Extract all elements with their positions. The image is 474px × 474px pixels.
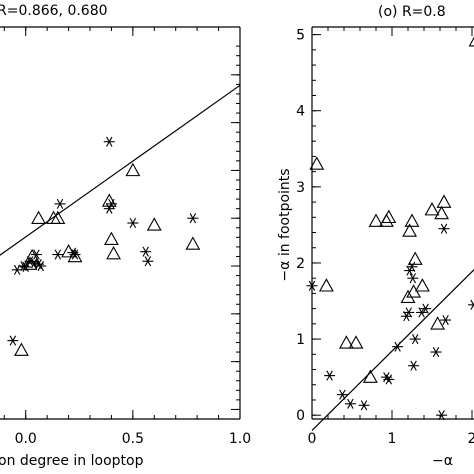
left-fit-line bbox=[0, 84, 241, 256]
right-x-tick-label: 2 bbox=[468, 431, 474, 447]
right-triangle-point-17 bbox=[436, 194, 452, 208]
right-asterisk-point-12 bbox=[407, 273, 419, 284]
right-triangle-point-16 bbox=[434, 205, 450, 220]
left-asterisk-point-11 bbox=[35, 260, 47, 272]
left-triangle-point-14 bbox=[146, 217, 162, 231]
right-x-tick-label: 0 bbox=[308, 431, 317, 447]
right-triangle-point-14 bbox=[424, 202, 440, 216]
right-triangle-point-5 bbox=[368, 213, 384, 227]
right-asterisk-point-11 bbox=[406, 261, 418, 272]
right-asterisk-point-19 bbox=[438, 223, 450, 234]
right-asterisk-point-17 bbox=[430, 346, 442, 358]
right-asterisk-point-4 bbox=[358, 400, 370, 411]
right-asterisk-point-9 bbox=[403, 307, 415, 318]
right-asterisk-point-2 bbox=[336, 389, 348, 400]
right-plot-marks bbox=[306, 36, 474, 421]
left-triangle-point-4 bbox=[24, 248, 40, 263]
right-triangle-point-12 bbox=[407, 251, 423, 265]
right-asterisk-point-13 bbox=[408, 360, 420, 371]
left-asterisk-point-21 bbox=[142, 256, 154, 267]
right-fit-line bbox=[311, 268, 474, 431]
left-x-tick-label: 0.5 bbox=[122, 431, 144, 447]
right-y-tick-label: 4 bbox=[296, 104, 305, 120]
right-triangle-point-1 bbox=[318, 278, 334, 292]
right-triangle-point-10 bbox=[404, 213, 420, 227]
left-triangle-point-9 bbox=[67, 248, 83, 263]
right-asterisk-point-20 bbox=[440, 314, 452, 326]
right-asterisk-point-14 bbox=[409, 334, 421, 345]
left-plot-panel: 0.0 0.5 1.0 R=0.866, 0.680 on degree in lo… bbox=[0, 3, 251, 469]
left-triangle-point-3 bbox=[22, 256, 38, 270]
right-plot-panel: 0 1 2 0 1 2 3 4 5 (o) R=0.8 −α −α in footpoints bbox=[277, 4, 474, 469]
right-triangle-point-13 bbox=[414, 278, 430, 292]
right-y-tick-label: 2 bbox=[296, 256, 305, 272]
right-triangle-point-3 bbox=[348, 335, 364, 349]
right-triangle-point-15 bbox=[430, 316, 446, 330]
right-x-tick-label: 1 bbox=[388, 431, 397, 447]
left-plot-marks bbox=[7, 136, 201, 356]
right-triangle-point-7 bbox=[381, 209, 397, 224]
left-triangle-point-11 bbox=[103, 231, 119, 246]
left-asterisk-point-3 bbox=[7, 335, 19, 346]
left-triangle-point-10 bbox=[101, 193, 117, 207]
left-asterisk-point-15 bbox=[69, 249, 81, 260]
right-asterisk-point-21 bbox=[468, 299, 474, 310]
right-y-tick-label: 0 bbox=[296, 408, 305, 424]
right-triangle-point-9 bbox=[402, 223, 418, 237]
left-asterisk-point-18 bbox=[105, 198, 117, 209]
left-triangle-point-7 bbox=[50, 210, 66, 224]
right-triangle-point-0 bbox=[309, 156, 325, 170]
left-plot-ticks: 0.0 0.5 1.0 bbox=[3, 27, 251, 447]
right-y-tick-label: 1 bbox=[296, 332, 305, 348]
left-asterisk-point-9 bbox=[30, 249, 42, 260]
left-asterisk-point-6 bbox=[20, 261, 32, 273]
right-triangle-point-2 bbox=[338, 335, 354, 349]
left-asterisk-point-20 bbox=[140, 246, 152, 257]
left-triangle-point-13 bbox=[125, 162, 141, 177]
left-plot-x-axis-label: on degree in looptop bbox=[0, 453, 144, 469]
right-plot-title: (o) R=0.8 bbox=[378, 4, 446, 20]
left-asterisk-point-22 bbox=[187, 213, 199, 224]
left-asterisk-point-16 bbox=[103, 136, 115, 147]
left-asterisk-point-13 bbox=[54, 198, 66, 209]
left-triangle-point-5 bbox=[31, 210, 47, 224]
right-plot-x-axis-label: −α bbox=[432, 453, 453, 469]
right-plot-ticks: 0 1 2 0 1 2 3 4 5 bbox=[296, 27, 474, 447]
left-triangle-point-15 bbox=[185, 236, 201, 250]
right-plot-y-axis-label: −α in footpoints bbox=[277, 168, 293, 281]
right-triangle-point-18 bbox=[468, 36, 474, 47]
left-x-tick-label: 1.0 bbox=[229, 431, 251, 447]
left-triangle-point-12 bbox=[106, 245, 122, 260]
right-asterisk-point-16 bbox=[420, 303, 432, 314]
right-y-tick-label: 5 bbox=[296, 28, 305, 44]
left-asterisk-point-19 bbox=[127, 217, 139, 229]
right-asterisk-point-15 bbox=[416, 307, 428, 318]
left-triangle-point-8 bbox=[61, 244, 77, 258]
left-asterisk-point-12 bbox=[52, 249, 64, 260]
right-asterisk-point-3 bbox=[344, 398, 356, 409]
right-asterisk-point-6 bbox=[383, 374, 395, 385]
right-y-tick-label: 3 bbox=[296, 180, 305, 196]
left-x-tick-label: 0.0 bbox=[15, 431, 37, 447]
left-triangle-point-2 bbox=[13, 342, 29, 356]
left-plot-title: R=0.866, 0.680 bbox=[0, 3, 108, 19]
right-asterisk-point-1 bbox=[324, 370, 336, 381]
